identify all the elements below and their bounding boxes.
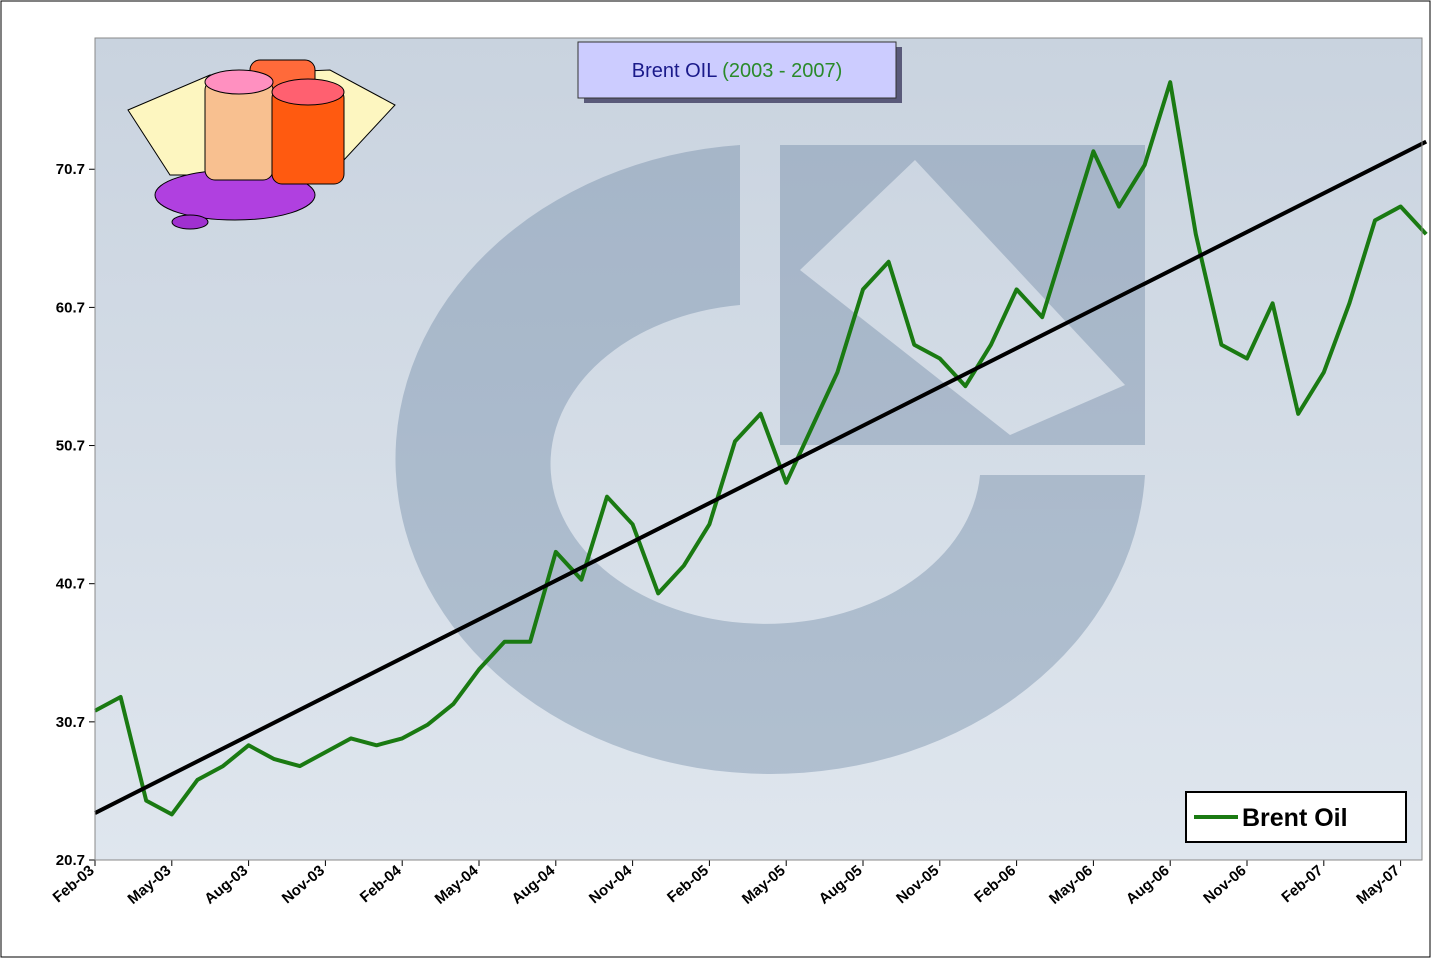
oil-barrels-clipart	[127, 59, 396, 230]
y-tick-label: 40.7	[56, 576, 85, 593]
trend-line	[94, 139, 1428, 815]
y-tick-label: 70.7	[56, 161, 85, 178]
y-tick-label: 50.7	[56, 438, 85, 455]
y-tick-label: 30.7	[56, 714, 85, 731]
series-line	[94, 80, 1428, 817]
y-tick-label: 60.7	[56, 299, 85, 316]
watermark-logo	[395, 145, 1145, 774]
title-box: Brent OIL (2003 - 2007)	[577, 41, 902, 103]
legend-label: Brent Oil	[1242, 804, 1348, 832]
title-text: Brent OIL	[632, 60, 717, 82]
chart-title: Brent OIL (2003 - 2007)	[632, 60, 843, 82]
subtitle-text: (2003 - 2007)	[722, 60, 842, 82]
plot-border	[94, 37, 1423, 861]
y-tick-label: 20.7	[56, 852, 85, 869]
